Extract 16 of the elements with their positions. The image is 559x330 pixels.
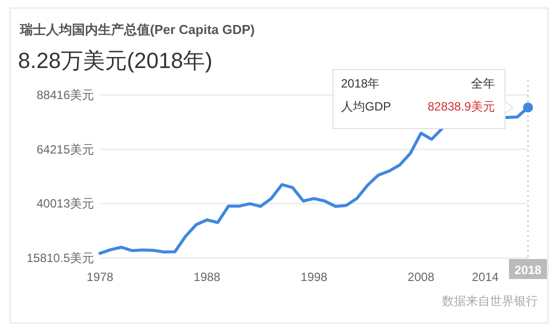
x-tick-label: 2008	[408, 270, 435, 284]
x-tick-label: 1988	[194, 270, 221, 284]
y-tick-label: 15810.5美元	[26, 251, 94, 265]
text: 数据来自世界银行	[442, 294, 538, 308]
annotation: 人均GDP	[341, 100, 392, 114]
x-tick-label: 1978	[86, 270, 114, 284]
annotation: 82838.9美元	[428, 100, 495, 114]
tooltip: 2018年 全年 人均GDP 82838.9美元	[332, 69, 514, 130]
chart-subtitle: 8.28万美元(2018年)	[18, 48, 212, 73]
y-tick-label: 64215美元	[36, 142, 94, 156]
y-tick-label: 40013美元	[36, 196, 94, 211]
y-tick-label: 88416美元	[36, 88, 94, 102]
chart-title: 瑞士人均国内生产总值(Per Capita GDP)	[19, 22, 255, 37]
x-tick-label: 1998	[300, 270, 328, 284]
ref-line-label: 2018	[514, 263, 542, 277]
x-tick-label: 2014	[472, 270, 499, 284]
